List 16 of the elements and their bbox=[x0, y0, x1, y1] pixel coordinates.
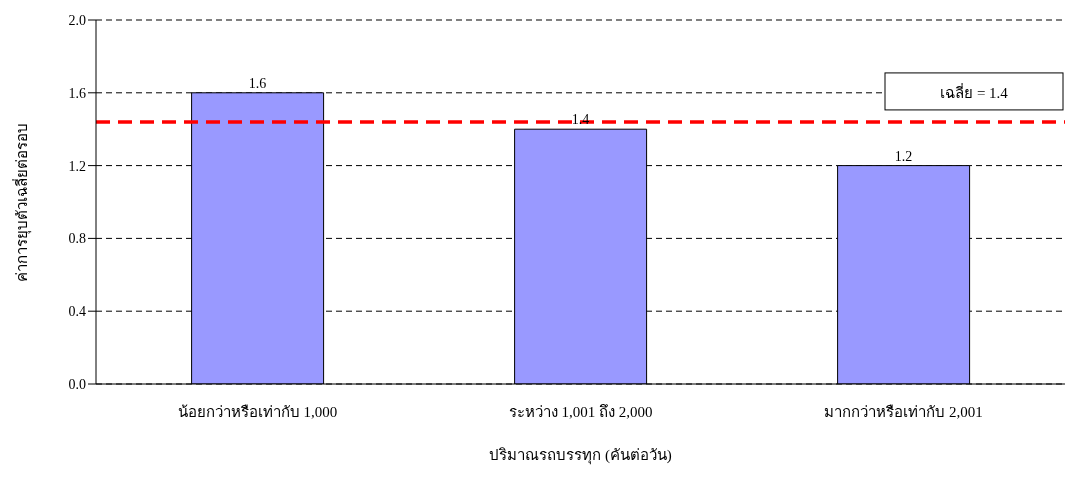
y-tick-label: 0.0 bbox=[68, 376, 86, 392]
x-tick-label: ระหว่าง 1,001 ถึง 2,000 bbox=[508, 403, 653, 420]
x-tick-label: น้อยกว่าหรือเท่ากับ 1,000 bbox=[177, 403, 338, 420]
text-box: เฉลี่ย = 1.4 bbox=[884, 72, 1064, 111]
y-tick-label: 1.6 bbox=[68, 85, 86, 101]
ref-line-label: เฉลี่ย = 1.4 bbox=[940, 81, 1009, 101]
data-label: 1.6 bbox=[248, 75, 267, 91]
y-tick-label: 1.2 bbox=[68, 158, 86, 174]
y-tick-label: 0.8 bbox=[68, 231, 86, 247]
y-tick-label: 0.4 bbox=[68, 304, 86, 320]
y-tick-label: 2.0 bbox=[68, 12, 86, 28]
data-label: 1.4 bbox=[571, 112, 590, 128]
data-label: 1.2 bbox=[894, 148, 913, 164]
y-axis-title: ค่าการยุบตัวเฉลี่ยต่อรอบ bbox=[11, 122, 33, 282]
x-tick-label: มากกว่าหรือเท่ากับ 2,001 bbox=[824, 403, 983, 420]
x-axis-title: ปริมาณรถบรรทุก (คันต่อวัน) bbox=[489, 447, 672, 465]
